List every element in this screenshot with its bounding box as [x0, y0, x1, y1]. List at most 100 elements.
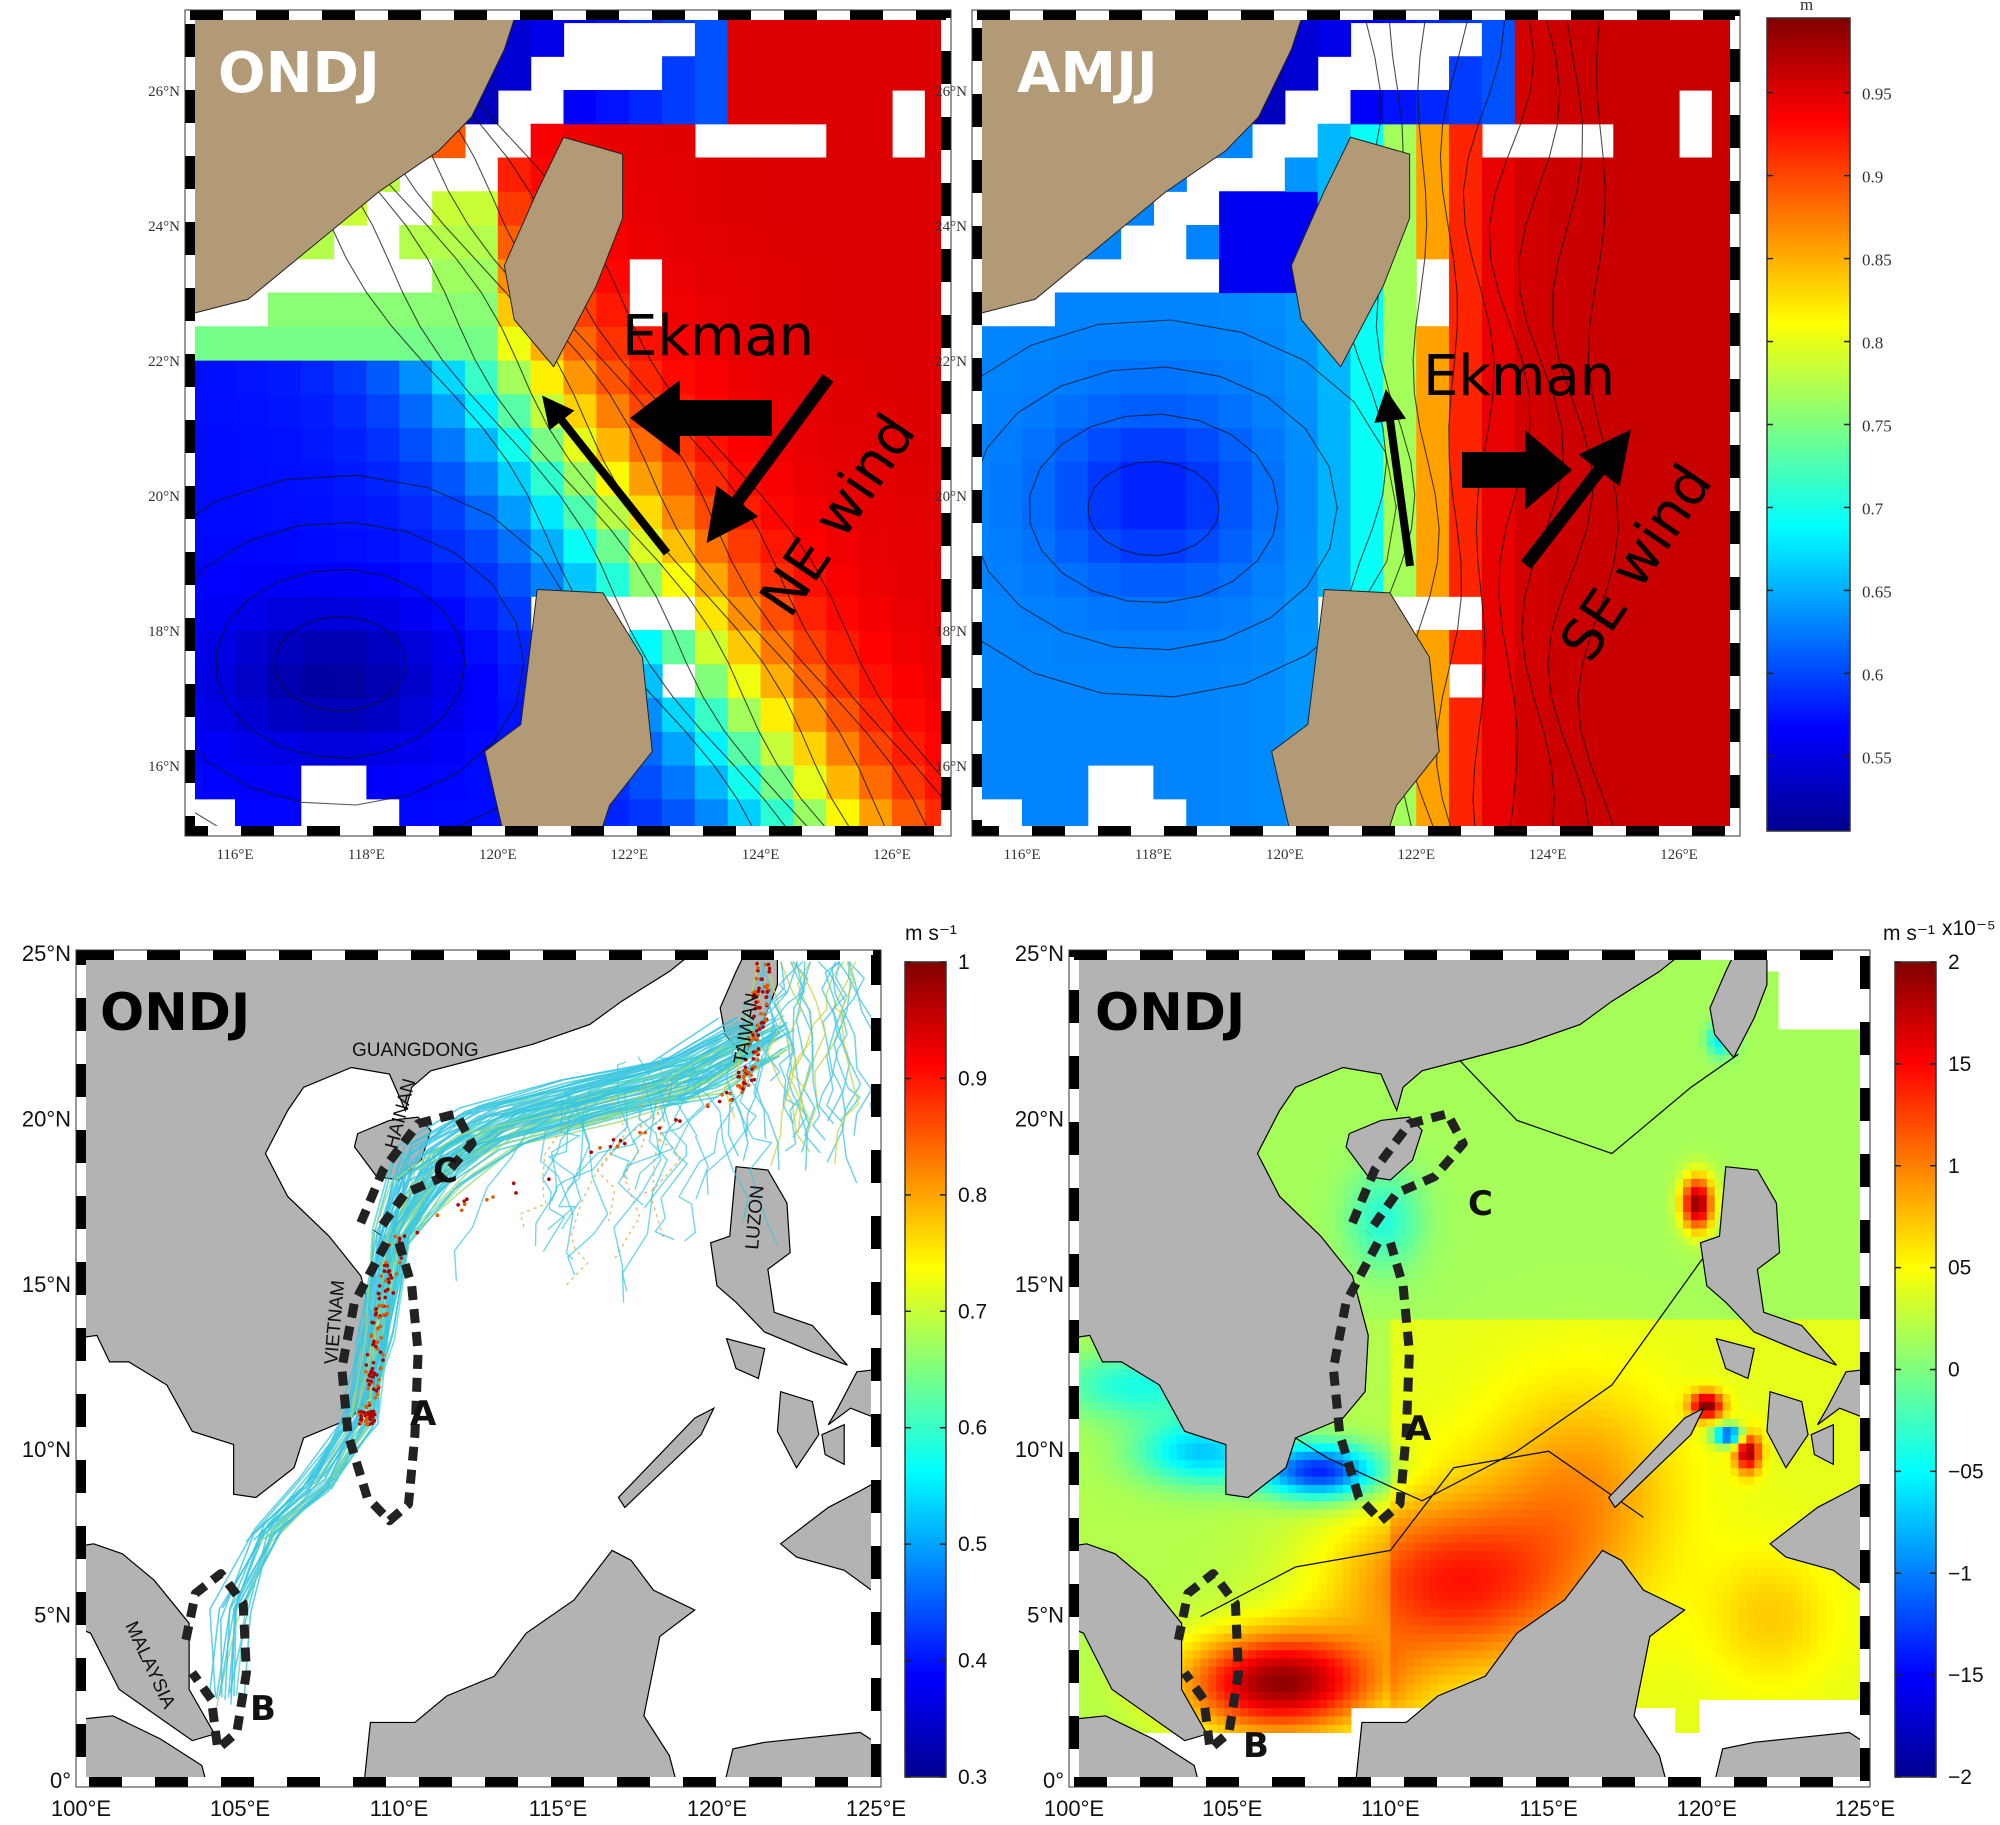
- field-cell: [1255, 1583, 1265, 1593]
- field-cell: [1153, 393, 1187, 429]
- field-cell: [1416, 225, 1450, 260]
- field-cell: [1416, 562, 1450, 597]
- field-cell: [826, 562, 860, 597]
- field-cell: [267, 596, 302, 631]
- field-cell: [1613, 258, 1647, 294]
- field-cell: [826, 123, 860, 159]
- field-cell: [1317, 393, 1352, 429]
- field-cell: [1319, 1434, 1328, 1444]
- trajectory-point: [756, 1033, 760, 1038]
- field-cell: [859, 461, 893, 496]
- field-cell: [1279, 1467, 1289, 1477]
- field-cell: [1121, 1467, 1130, 1477]
- field-cell: [1263, 1509, 1273, 1518]
- field-cell: [1295, 1682, 1304, 1692]
- field-cell: [1311, 1525, 1320, 1535]
- field-cell: [1089, 1360, 1099, 1370]
- field-cell: [1089, 1509, 1099, 1518]
- field-cell: [1255, 1666, 1265, 1676]
- field-cell: [924, 292, 946, 327]
- field-cell: [1192, 1525, 1202, 1535]
- field-cell: [1200, 1649, 1210, 1659]
- field-cell: [1161, 1401, 1170, 1411]
- trajectory-point: [760, 989, 765, 994]
- colorbar-gradient: [904, 961, 947, 1778]
- field-cell: [300, 326, 335, 361]
- field-cell: [1145, 1467, 1154, 1477]
- field-cell: [1335, 1467, 1344, 1477]
- trajectory-point: [728, 1091, 732, 1096]
- field-cell: [826, 56, 860, 91]
- trajectory: [547, 1081, 592, 1231]
- field-cell: [1153, 1393, 1162, 1403]
- trajectory-point: [705, 1103, 710, 1107]
- trajectory: [826, 961, 866, 1122]
- field-cell: [300, 731, 335, 766]
- trajectory-point: [755, 993, 760, 997]
- field-cell: [1081, 1360, 1091, 1370]
- field-cell: [1311, 1707, 1320, 1717]
- field-cell: [1679, 461, 1713, 496]
- field-cell: [1137, 1707, 1146, 1717]
- lon-tick-label: 120°E: [687, 1796, 747, 1821]
- field-cell: [1342, 1186, 1352, 1196]
- field-cell: [1335, 1591, 1344, 1601]
- field-cell: [1350, 1616, 1360, 1626]
- trajectory-point: [374, 1307, 379, 1311]
- field-cell: [1186, 225, 1220, 260]
- field-cell: [1303, 1136, 1312, 1146]
- field-cell: [1097, 1451, 1107, 1461]
- field-cell: [1240, 1624, 1249, 1634]
- field-cell: [1137, 1517, 1146, 1527]
- field-cell: [464, 630, 499, 665]
- field-cell: [1081, 1691, 1091, 1700]
- field-cell: [1613, 427, 1647, 462]
- field-cell: [1240, 1591, 1249, 1601]
- field-cell: [366, 292, 400, 327]
- field-cell: [1279, 1170, 1289, 1179]
- field-cell: [1342, 1624, 1352, 1634]
- field-cell: [1317, 461, 1352, 496]
- field-cell: [1613, 225, 1647, 260]
- field-cell: [1184, 1558, 1194, 1568]
- field-cell: [300, 697, 335, 732]
- field-cell: [1279, 1103, 1289, 1113]
- field-cell: [1255, 1550, 1265, 1560]
- trajectory-point: [389, 1276, 394, 1280]
- field-cell: [1145, 1409, 1154, 1419]
- field-cell: [1105, 1385, 1115, 1394]
- field-cell: [1120, 697, 1154, 732]
- field-cell: [1081, 1467, 1091, 1477]
- field-cell: [1711, 630, 1735, 665]
- trajectory-point: [638, 1130, 642, 1135]
- field-cell: [1255, 1657, 1265, 1667]
- field-cell: [694, 697, 729, 732]
- field-cell: [1089, 1451, 1099, 1461]
- field-cell: [1679, 56, 1713, 91]
- field-cell: [1271, 1525, 1281, 1535]
- trajectory-point: [750, 1067, 754, 1071]
- field-cell: [662, 495, 696, 530]
- field-cell: [1287, 1170, 1297, 1179]
- lon-tick-label: 110°E: [370, 1796, 429, 1821]
- field-cell: [1295, 1128, 1304, 1138]
- field-cell: [1327, 1525, 1336, 1535]
- trajectory-point: [589, 1150, 594, 1155]
- field-cell: [1153, 1583, 1162, 1593]
- field-cell: [1129, 1707, 1138, 1717]
- field-cell: [1240, 1525, 1249, 1535]
- field-cell: [1248, 1707, 1257, 1717]
- colorbar-tick-label: 0.6: [1862, 665, 1883, 684]
- field-cell: [1113, 1368, 1123, 1378]
- field-cell: [1646, 697, 1680, 732]
- field-cell: [1184, 1641, 1194, 1651]
- field-cell: [1255, 1525, 1265, 1535]
- field-cell: [1335, 1550, 1344, 1560]
- field-cell: [1295, 1442, 1304, 1452]
- field-cell: [1327, 1641, 1336, 1651]
- trajectory: [831, 961, 873, 1136]
- field-cell: [1054, 427, 1089, 462]
- trajectory-point: [754, 976, 759, 981]
- field-cell: [432, 292, 466, 327]
- field-cell: [1263, 1517, 1273, 1527]
